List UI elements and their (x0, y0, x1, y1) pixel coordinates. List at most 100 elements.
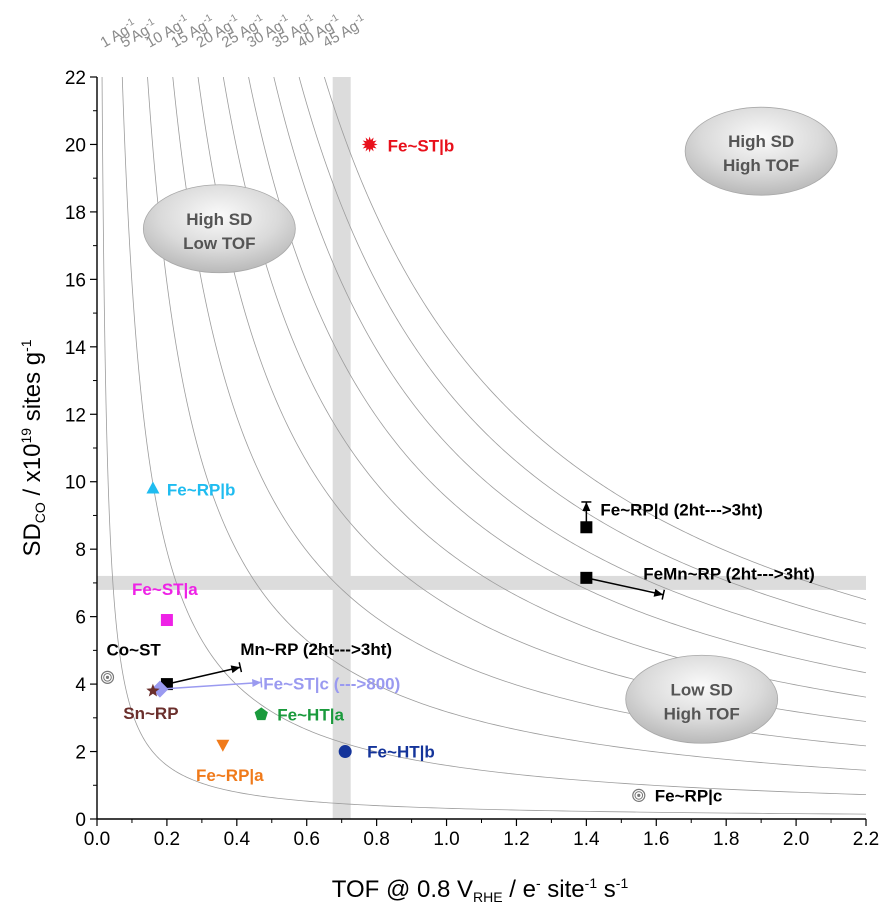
x-tick-label: 1.2 (503, 829, 529, 850)
y-tick-label: 18 (65, 203, 86, 224)
point-label: Fe~RP|a (196, 766, 264, 785)
point-Sn~RP: Sn~RP (123, 683, 179, 723)
x-tick-label: 0.6 (294, 829, 320, 850)
transition-arrowhead (653, 588, 664, 597)
region-label-line2: Low TOF (183, 234, 255, 253)
transition-line (586, 577, 664, 596)
y-tick-label: 4 (75, 675, 86, 696)
point-Fe~HT|a: Fe~HT|a (254, 705, 344, 724)
transition-1: Mn~RP (2ht--->3ht) (160, 640, 392, 691)
iso-curve-1 (101, 77, 866, 815)
y-tick-label: 8 (75, 540, 86, 561)
y-tick-label: 22 (65, 68, 86, 89)
iso-curve-30 (248, 77, 866, 674)
iso-curve-40 (298, 77, 866, 625)
region-ellipse (625, 654, 779, 744)
transition-2: Fe~ST|c (--->800) (151, 674, 400, 698)
point-Co~ST: Co~ST (100, 640, 161, 684)
point-label: Sn~RP (123, 704, 178, 723)
x-tick-label: 0.2 (154, 829, 180, 850)
transition-label: Mn~RP (2ht--->3ht) (240, 640, 392, 659)
y-tick-label: 0 (75, 810, 86, 831)
y-tick-label: 14 (65, 338, 87, 359)
point-label: Fe~HT|a (277, 705, 344, 724)
y-axis-title: SDCO / x1019 sites g-1 (18, 339, 48, 556)
point-label: Fe~ST|b (388, 136, 455, 155)
point-Fe~RP|c: Fe~RP|c (632, 786, 723, 805)
transition-label: Fe~RP|d (2ht--->3ht) (600, 501, 762, 520)
transition-label: FeMn~RP (2ht--->3ht) (643, 565, 815, 584)
marker (216, 739, 230, 752)
transition-arrowhead (582, 501, 591, 511)
marker (254, 707, 268, 721)
transition-endbar (260, 677, 263, 688)
y-tick-label: 16 (65, 270, 86, 291)
transition-line (159, 681, 262, 690)
iso-current-labels: 1 Ag-15 Ag-110 Ag-115 Ag-120 Ag-125 Ag-1… (98, 12, 367, 51)
point-label: Fe~RP|c (655, 786, 723, 805)
axes: 0.0 0.2 0.4 0.6 0.8 1.0 1.2 1.4 1.6 1.8 2.0 2.2 0 2 4 6… (65, 68, 879, 850)
iso-curve-10 (147, 77, 866, 771)
point-label: Fe~RP|b (167, 480, 236, 499)
x-tick-label: 0.0 (84, 829, 110, 850)
y-tick-label: 20 (65, 135, 86, 156)
y-tick-label: 2 (75, 743, 86, 764)
y-tick-label: 12 (65, 405, 86, 426)
region-ellipse (684, 106, 838, 196)
transition-arrowhead (230, 665, 241, 674)
marker (160, 614, 173, 627)
transition-endbar (238, 662, 243, 673)
iso-curve-45 (323, 77, 866, 601)
transition-label: Fe~ST|c (--->800) (263, 674, 400, 693)
transition-3: FeMn~RP (2ht--->3ht) (580, 565, 815, 600)
point-Fe~HT|b: Fe~HT|b (338, 743, 435, 762)
iso-curve-35 (273, 77, 866, 649)
marker (105, 675, 110, 679)
data-points: Fe~ST|b Fe~RP|b Fe~ST|a Co~ST Sn~RP Fe~RP|a Fe… (100, 136, 723, 805)
transition-start-marker (580, 521, 593, 534)
region-label-line1: Low SD (671, 680, 733, 699)
transitions: Mn~RP (2ht--->3ht) Fe~ST|c (--->800) FeMn~… (151, 501, 815, 698)
region-label-line1: High SD (728, 132, 794, 151)
tof-threshold-band (332, 77, 351, 819)
region-3: Low SD High TOF (625, 654, 779, 744)
region-2: High SD High TOF (684, 106, 838, 196)
marker (361, 136, 378, 153)
marker (146, 683, 160, 697)
x-tick-label: 0.8 (363, 829, 389, 850)
point-Fe~ST|b: Fe~ST|b (361, 136, 455, 155)
point-Fe~RP|a: Fe~RP|a (196, 739, 264, 785)
x-tick-label: 2.0 (783, 829, 809, 850)
region-label-line2: High TOF (723, 156, 799, 175)
iso-curve-15 (172, 77, 866, 747)
y-tick-label: 6 (75, 608, 86, 629)
transition-start-marker (580, 571, 593, 584)
x-tick-label: 0.4 (224, 829, 251, 850)
x-tick-label: 1.8 (713, 829, 739, 850)
marker (146, 481, 160, 494)
point-Fe~ST|a: Fe~ST|a (132, 580, 198, 627)
regions: High SD Low TOF High SD High TOF Low SD High … (142, 106, 838, 744)
marker (338, 745, 352, 759)
sd-threshold-band (97, 575, 866, 590)
iso-curve-25 (222, 77, 866, 698)
transition-line (166, 666, 241, 685)
x-tick-label: 1.0 (433, 829, 459, 850)
region-ellipse (142, 184, 296, 274)
x-tick-label: 1.4 (573, 829, 600, 850)
marker (103, 673, 112, 682)
point-label: Co~ST (106, 640, 161, 659)
x-tick-label: 1.6 (643, 829, 669, 850)
point-label: Fe~ST|a (132, 580, 198, 599)
point-label: Fe~HT|b (367, 743, 435, 762)
marker (634, 791, 644, 800)
y-tick-label: 10 (65, 473, 86, 494)
transition-arrowhead (252, 679, 262, 687)
region-label-line1: High SD (186, 210, 252, 229)
marker (637, 793, 641, 797)
region-label-line2: High TOF (664, 704, 740, 723)
point-Fe~RP|b: Fe~RP|b (146, 480, 235, 499)
transition-endbar (661, 589, 666, 600)
iso-current-curves (101, 77, 866, 815)
